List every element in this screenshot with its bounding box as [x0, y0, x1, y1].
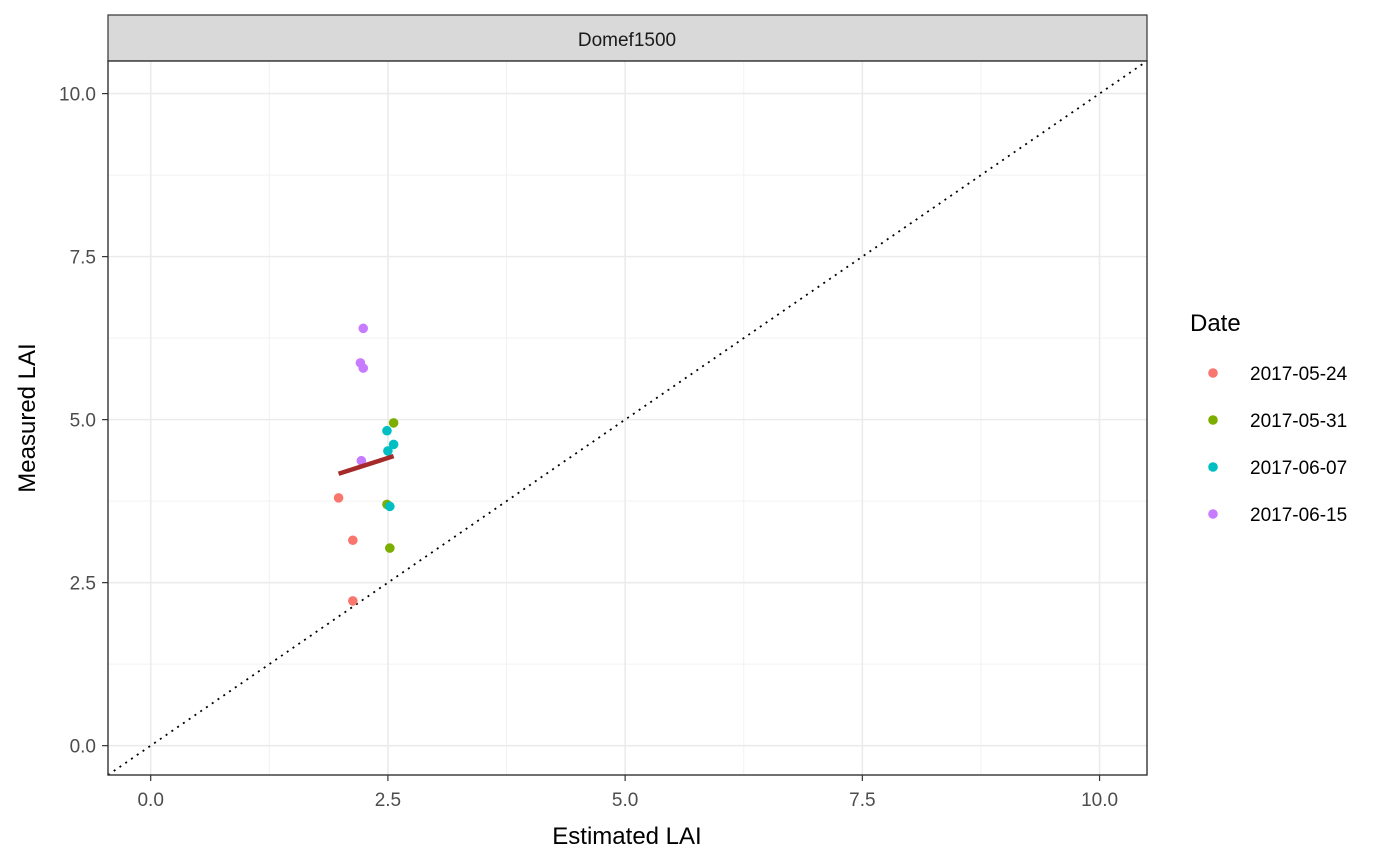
data-point	[333, 493, 344, 503]
facet-label: Domef1500	[578, 30, 676, 51]
legend-key	[1208, 368, 1218, 378]
data-point	[388, 418, 399, 428]
y-tick-label: 5.0	[70, 411, 96, 432]
x-tick-label: 2.5	[375, 790, 401, 811]
data-point	[385, 543, 395, 553]
data-point	[348, 535, 358, 546]
y-tick-label: 7.5	[70, 248, 96, 269]
legend-label: 2017-05-24	[1250, 364, 1348, 385]
major-gridlines	[108, 61, 1147, 775]
data-point	[358, 323, 369, 334]
data-point	[358, 363, 369, 373]
legend-label: 2017-06-07	[1250, 458, 1347, 479]
legend-key	[1208, 462, 1218, 472]
panel-border	[107, 60, 1148, 776]
y-tick-label: 2.5	[70, 574, 96, 595]
legend-label: 2017-06-15	[1250, 505, 1347, 526]
y-tick-label: 10.0	[59, 85, 96, 106]
y-axis-ticks: 0.0 2.5 5.0 7.5 10.0	[59, 85, 108, 758]
legend-key	[1208, 509, 1218, 519]
x-tick-label: 7.5	[849, 790, 875, 811]
fit-line	[337, 454, 395, 476]
data-point	[388, 439, 399, 450]
data-point	[382, 425, 392, 436]
x-tick-label: 0.0	[137, 790, 163, 811]
data-point	[356, 455, 367, 466]
x-tick-label: 5.0	[612, 790, 638, 811]
legend-label: 2017-05-31	[1250, 411, 1347, 432]
x-tick-label: 10.0	[1081, 790, 1118, 811]
legend: Date 2017-05-24 2017-05-31 2017-06-07 2017-…	[1190, 310, 1348, 526]
data-points	[333, 323, 399, 606]
data-point	[348, 596, 358, 606]
legend-title: Date	[1190, 310, 1241, 337]
y-axis-title: Measured LAI	[14, 343, 41, 492]
facet-strip	[107, 14, 1148, 62]
legend-key	[1208, 415, 1218, 425]
data-point	[385, 501, 395, 512]
y-tick-label: 0.0	[70, 737, 96, 758]
data-point	[383, 446, 393, 456]
x-axis-title: Estimated LAI	[552, 823, 701, 850]
reference-line-1to1	[107, 60, 1148, 776]
minor-gridlines	[108, 61, 1147, 775]
x-axis-ticks: 0.0 2.5 5.0 7.5 10.0	[137, 775, 1118, 811]
